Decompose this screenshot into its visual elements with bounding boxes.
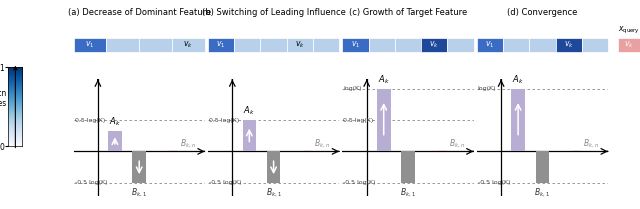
Text: log(K): log(K) — [344, 86, 362, 91]
Bar — [108, 131, 122, 151]
Bar — [536, 151, 549, 183]
Text: (c) Growth of Target Feature: (c) Growth of Target Feature — [349, 8, 467, 17]
Text: $B_{k,1}$: $B_{k,1}$ — [400, 186, 416, 199]
Text: $v_1$: $v_1$ — [485, 40, 495, 50]
Text: $x_{\mathrm{query}}$: $x_{\mathrm{query}}$ — [618, 24, 640, 36]
Text: -0.5 log(K): -0.5 log(K) — [344, 180, 376, 185]
Text: (b) Switching of Leading Influence: (b) Switching of Leading Influence — [202, 8, 346, 17]
Bar — [438, 149, 445, 151]
Text: -0.5 log(K): -0.5 log(K) — [478, 180, 510, 185]
Text: -0.5 log(K): -0.5 log(K) — [209, 180, 241, 185]
Text: $v_k$: $v_k$ — [564, 40, 573, 50]
Text: $B_{k,n}$: $B_{k,n}$ — [180, 138, 196, 150]
Text: $B_{k,1}$: $B_{k,1}$ — [534, 186, 550, 199]
Bar — [377, 89, 390, 151]
Text: (d) Convergence: (d) Convergence — [508, 8, 577, 17]
Text: $A_k$: $A_k$ — [243, 104, 255, 117]
Text: $B_{k,1}$: $B_{k,1}$ — [266, 186, 282, 199]
Text: $v_k$: $v_k$ — [295, 40, 305, 50]
Text: $B_{k,n}$: $B_{k,n}$ — [583, 138, 599, 150]
Bar — [401, 151, 415, 183]
Text: $v_1$: $v_1$ — [216, 40, 226, 50]
Text: $v_1$: $v_1$ — [351, 40, 360, 50]
Bar — [243, 120, 256, 151]
Bar — [132, 151, 146, 183]
Text: 0.5 log(K): 0.5 log(K) — [209, 118, 239, 123]
Text: $B_{k,1}$: $B_{k,1}$ — [131, 186, 147, 199]
Text: log(K): log(K) — [478, 86, 496, 91]
Text: (a) Decrease of Dominant Feature: (a) Decrease of Dominant Feature — [68, 8, 211, 17]
Text: -0.5 log(K): -0.5 log(K) — [75, 180, 107, 185]
Text: $v_1$: $v_1$ — [85, 40, 95, 50]
Bar — [511, 89, 525, 151]
Text: $B_{k,n}$: $B_{k,n}$ — [449, 138, 465, 150]
Bar — [170, 149, 177, 151]
Text: $v_k$: $v_k$ — [429, 40, 439, 50]
Text: 0.5 log(K): 0.5 log(K) — [344, 118, 374, 123]
Text: $v_k$: $v_k$ — [624, 40, 634, 50]
Text: $A_k$: $A_k$ — [512, 73, 524, 86]
Bar — [267, 151, 280, 183]
Text: Attn
Scores: Attn Scores — [0, 89, 7, 108]
Text: $B_{k,n}$: $B_{k,n}$ — [314, 138, 330, 150]
Text: $A_k$: $A_k$ — [378, 73, 390, 86]
Text: 0.5 log(K): 0.5 log(K) — [75, 118, 105, 123]
Text: $v_k$: $v_k$ — [184, 40, 193, 50]
Text: $A_k$: $A_k$ — [109, 115, 121, 128]
Bar — [304, 149, 311, 151]
Bar — [573, 149, 580, 151]
